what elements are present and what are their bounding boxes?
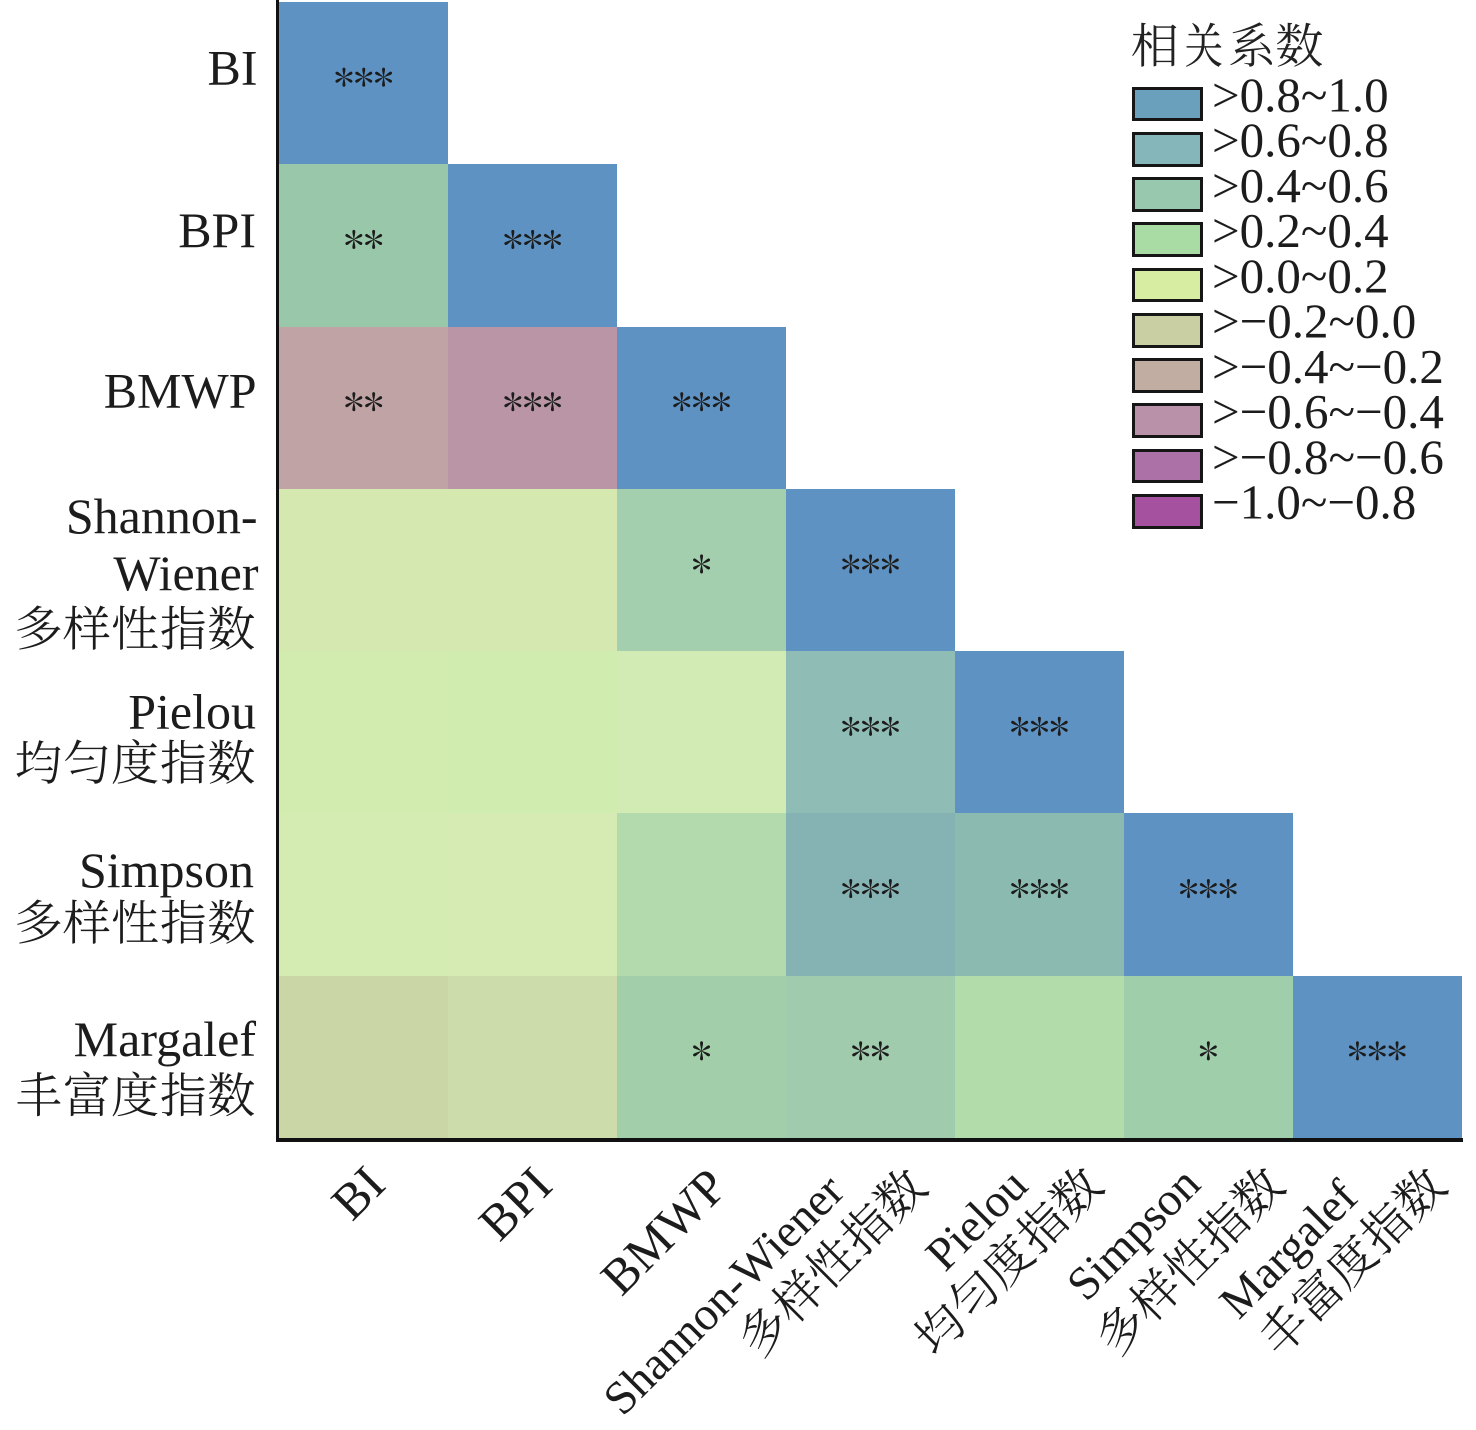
svg-text:−1.0~−0.8: −1.0~−0.8 bbox=[1212, 475, 1416, 530]
svg-text:BMWP: BMWP bbox=[104, 362, 257, 418]
svg-text:Margalef: Margalef bbox=[1210, 1170, 1368, 1328]
svg-text:Simpson: Simpson bbox=[1057, 1158, 1210, 1311]
svg-text:Simpson: Simpson bbox=[79, 842, 254, 898]
svg-text:BI: BI bbox=[208, 39, 258, 95]
svg-text:>−0.4~−0.2: >−0.4~−0.2 bbox=[1212, 339, 1444, 394]
svg-text:Wiener: Wiener bbox=[113, 545, 258, 601]
svg-text:BI: BI bbox=[320, 1155, 395, 1230]
svg-text:>−0.8~−0.6: >−0.8~−0.6 bbox=[1212, 429, 1444, 484]
svg-text:Pielou: Pielou bbox=[128, 683, 256, 739]
svg-text:BPI: BPI bbox=[178, 202, 256, 258]
svg-text:>0.0~0.2: >0.0~0.2 bbox=[1212, 248, 1389, 303]
svg-text:Shannon-: Shannon- bbox=[66, 488, 258, 544]
svg-text:>0.2~0.4: >0.2~0.4 bbox=[1212, 203, 1389, 258]
svg-text:Margalef: Margalef bbox=[74, 1011, 257, 1067]
svg-text:BPI: BPI bbox=[468, 1156, 563, 1251]
svg-text:>−0.6~−0.4: >−0.6~−0.4 bbox=[1212, 384, 1444, 439]
svg-text:>0.4~0.6: >0.4~0.6 bbox=[1212, 158, 1389, 213]
svg-text:>−0.2~0.0: >−0.2~0.0 bbox=[1212, 294, 1416, 349]
svg-text:>0.8~1.0: >0.8~1.0 bbox=[1212, 67, 1389, 122]
svg-text:>0.6~0.8: >0.6~0.8 bbox=[1212, 113, 1389, 168]
